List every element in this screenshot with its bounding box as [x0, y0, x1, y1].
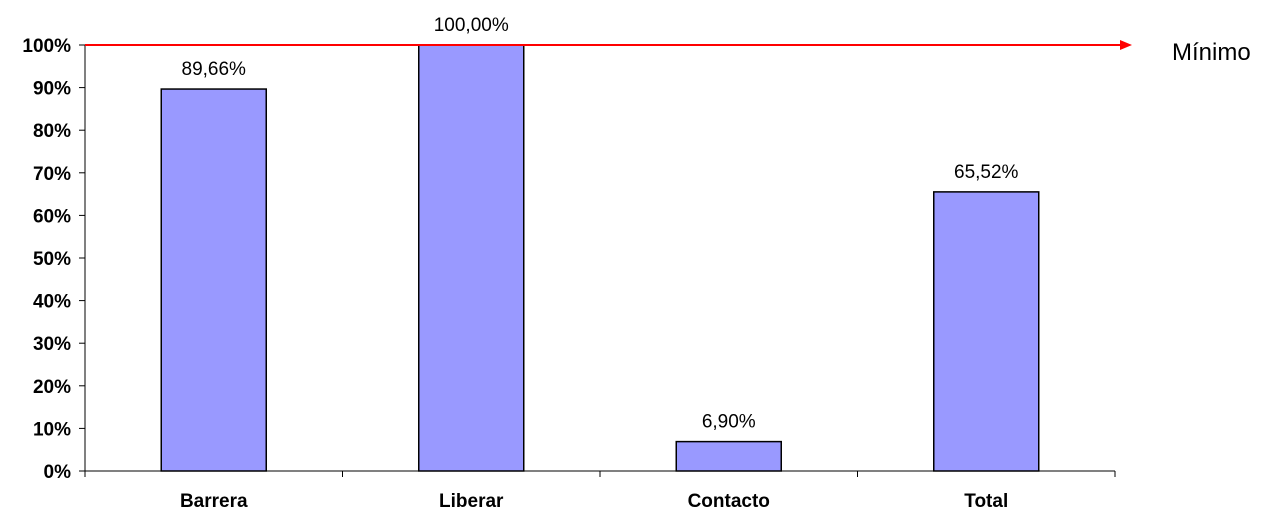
y-axis: 0% 10% 20% 30% 40% 50% 60% 70% 80% 90% 100%	[22, 36, 86, 483]
data-label: 89,66%	[182, 59, 247, 80]
bars: 89,66% 100,00% 6,90% 65,52%	[160, 15, 1040, 472]
category-label: Liberar	[439, 491, 504, 512]
reference-arrow-icon	[1120, 40, 1132, 50]
y-tick-label: 40%	[33, 292, 71, 313]
y-tick-label: 100%	[22, 36, 71, 57]
category-label: Barrera	[180, 491, 248, 512]
data-label: 6,90%	[702, 412, 756, 433]
reference-line-group: Mínimo	[85, 39, 1251, 66]
x-axis: Barrera Liberar Contacto Total	[84, 470, 1116, 512]
y-tick-label: 30%	[33, 334, 71, 355]
y-tick-label: 20%	[33, 377, 71, 398]
bar-contacto	[675, 440, 782, 472]
bar-liberar	[418, 44, 525, 472]
y-tick-label: 50%	[33, 249, 71, 270]
y-tick-label: 60%	[33, 206, 71, 227]
category-label: Contacto	[688, 491, 770, 512]
y-tick-label: 80%	[33, 121, 71, 142]
bar-barrera	[160, 88, 267, 472]
reference-line-label: Mínimo	[1172, 39, 1251, 66]
y-tick-label: 70%	[33, 164, 71, 185]
y-tick-label: 10%	[33, 419, 71, 440]
y-tick-label: 0%	[44, 462, 72, 483]
data-label: 100,00%	[434, 15, 509, 36]
y-tick-label: 90%	[33, 79, 71, 100]
bar-total	[933, 191, 1040, 472]
category-label: Total	[964, 491, 1008, 512]
data-label: 65,52%	[954, 162, 1019, 183]
